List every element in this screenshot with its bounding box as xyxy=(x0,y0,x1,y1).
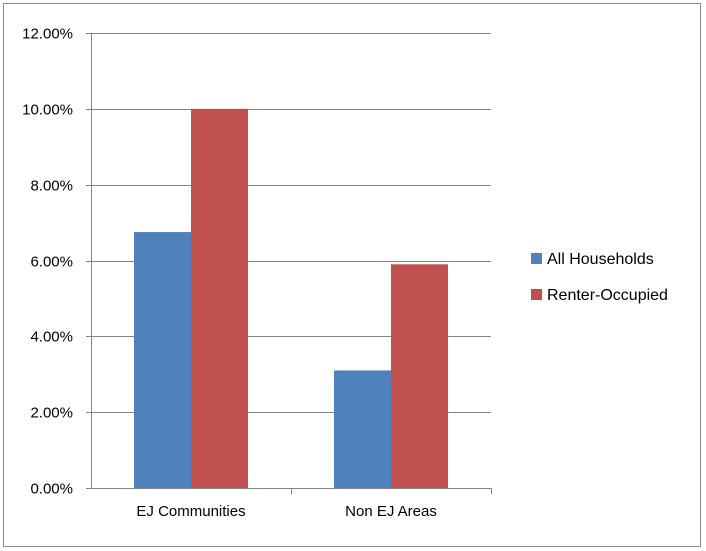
bar-renter-occupied-ej-communities xyxy=(191,108,248,488)
y-tick-label: 0.00% xyxy=(30,481,73,498)
y-tick-label: 8.00% xyxy=(30,178,73,195)
x-tick-labels: EJ Communities Non EJ Areas xyxy=(136,503,436,520)
y-tick-label: 12.00% xyxy=(22,26,73,43)
x-tick-label: Non EJ Areas xyxy=(345,503,437,520)
y-tick-labels: 0.00% 2.00% 4.00% 6.00% 8.00% 10.00% 12.00% xyxy=(22,26,73,498)
legend-label-all-households: All Households xyxy=(547,251,654,268)
y-tick-label: 4.00% xyxy=(30,329,73,346)
legend-label-renter-occupied: Renter-Occupied xyxy=(547,287,668,304)
y-tick-label: 10.00% xyxy=(22,102,73,119)
legend: All Households Renter-Occupied xyxy=(531,251,668,304)
bar-all-households-ej-communities xyxy=(134,232,191,488)
axes xyxy=(86,33,492,494)
legend-swatch-all-households xyxy=(531,253,542,264)
legend-swatch-renter-occupied xyxy=(531,289,542,300)
bars xyxy=(134,108,448,488)
bar-all-households-non-ej-areas xyxy=(334,370,391,488)
bar-renter-occupied-non-ej-areas xyxy=(391,264,448,488)
y-tick-label: 2.00% xyxy=(30,405,73,422)
x-tick-label: EJ Communities xyxy=(136,503,245,520)
y-tick-label: 6.00% xyxy=(30,254,73,271)
